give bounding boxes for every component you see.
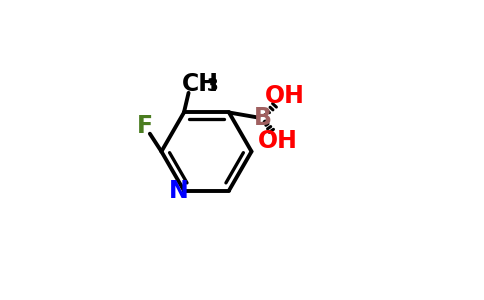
Text: OH: OH [258,129,298,153]
Text: F: F [137,114,153,138]
Text: 3: 3 [207,77,219,95]
Text: B: B [254,106,272,130]
Text: N: N [169,178,189,203]
Text: CH: CH [182,72,219,96]
Text: OH: OH [264,84,304,108]
